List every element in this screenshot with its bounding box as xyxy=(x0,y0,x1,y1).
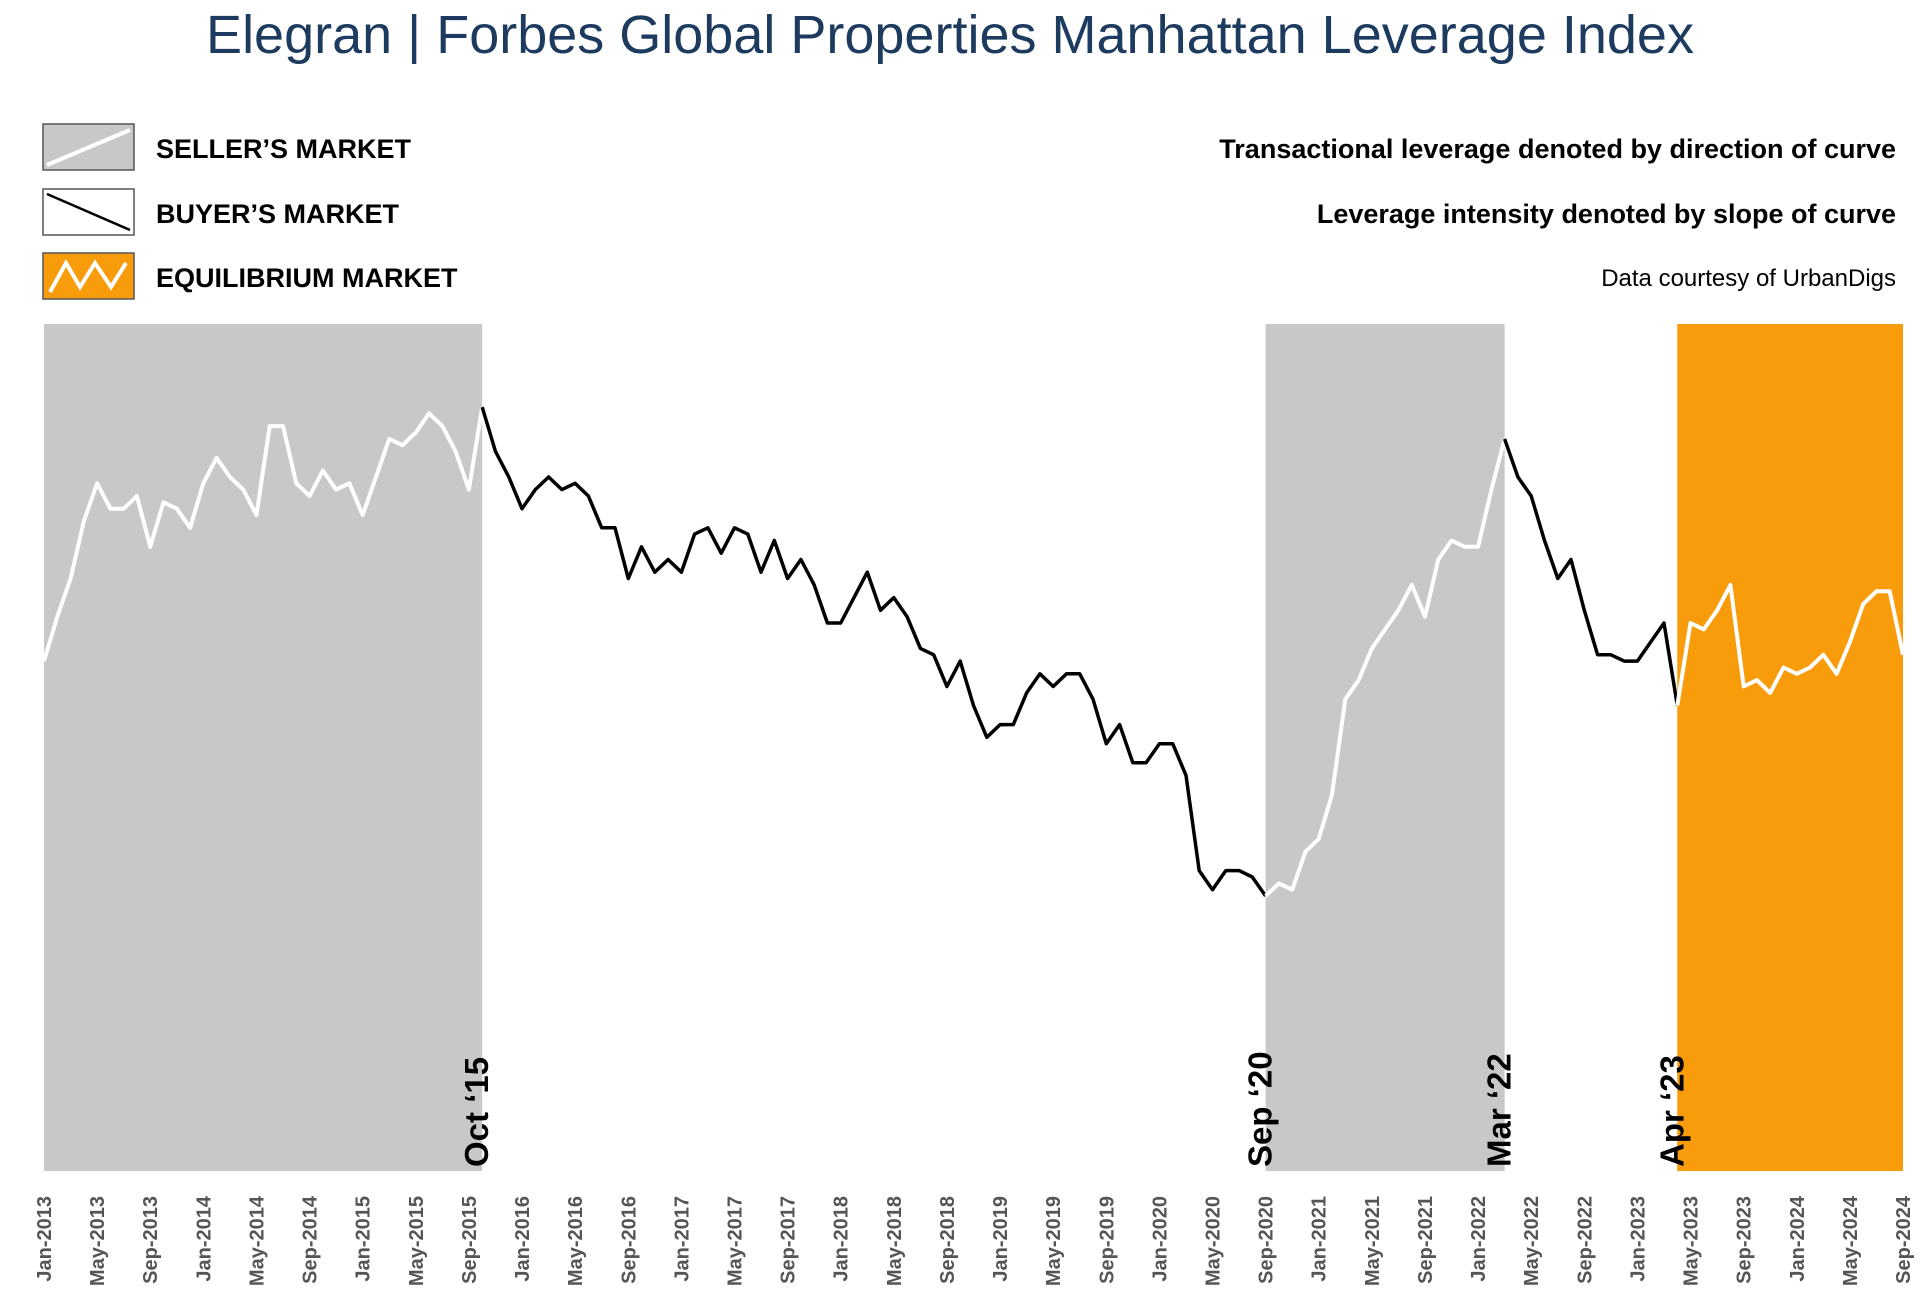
market-regions xyxy=(44,324,1903,1171)
event-label-3: Apr ‘23 xyxy=(1653,1055,1690,1167)
index-line xyxy=(42,406,1905,898)
legend-label-sellers: SELLER’S MARKET xyxy=(156,134,412,164)
x-tick-label: May-2020 xyxy=(1203,1196,1225,1286)
chart-notes: Transactional leverage denoted by direct… xyxy=(1219,134,1896,292)
x-tick-label: May-2014 xyxy=(246,1195,268,1286)
x-tick-label: May-2024 xyxy=(1840,1195,1862,1286)
seller-region-0 xyxy=(44,324,483,1171)
x-tick-label: Sep-2019 xyxy=(1096,1196,1118,1284)
x-tick-label: Sep-2023 xyxy=(1734,1196,1756,1284)
x-tick-label: Sep-2024 xyxy=(1893,1195,1915,1284)
x-tick-label: May-2017 xyxy=(724,1196,746,1286)
rising-line-icon xyxy=(46,128,131,167)
legend-item-sellers-market: SELLER’S MARKET xyxy=(42,123,412,171)
x-tick-label: May-2015 xyxy=(406,1196,428,1286)
x-tick-label: May-2013 xyxy=(87,1196,109,1286)
x-tick-label: Jan-2016 xyxy=(512,1196,534,1282)
x-tick-label: May-2016 xyxy=(565,1196,587,1286)
x-tick-label: Jan-2021 xyxy=(1309,1196,1331,1282)
buyer-line-segment-1 xyxy=(480,406,1268,898)
x-tick-label: May-2018 xyxy=(884,1196,906,1286)
x-axis-ticks: Jan-2013 May-2013 Sep-2013 Jan-2014 May-2014… xyxy=(34,1195,1915,1286)
seller-line-segment-2 xyxy=(1264,438,1507,898)
x-tick-label: Sep-2015 xyxy=(459,1196,481,1284)
note-slope: Leverage intensity denoted by slope of c… xyxy=(1317,199,1896,229)
x-tick-label: Jan-2013 xyxy=(34,1196,56,1282)
equilibrium-line-segment-4 xyxy=(1675,582,1905,706)
x-tick-label: Jan-2017 xyxy=(671,1196,693,1282)
x-tick-label: May-2019 xyxy=(1043,1196,1065,1286)
x-tick-label: Sep-2021 xyxy=(1415,1196,1437,1284)
x-tick-label: May-2023 xyxy=(1681,1196,1703,1286)
x-tick-label: Sep-2017 xyxy=(778,1196,800,1284)
x-tick-label: May-2022 xyxy=(1521,1196,1543,1286)
seller-region-2 xyxy=(1265,324,1505,1171)
x-tick-label: Jan-2024 xyxy=(1787,1195,1809,1281)
x-tick-label: May-2021 xyxy=(1362,1196,1384,1286)
x-tick-label: Sep-2018 xyxy=(937,1196,959,1284)
legend-item-buyers-market: BUYER’S MARKET xyxy=(42,188,400,236)
x-tick-label: Sep-2022 xyxy=(1574,1196,1596,1284)
legend-label-buyers: BUYER’S MARKET xyxy=(156,199,400,229)
legend: SELLER’S MARKET BUYER’S MARKET EQUILIBRI… xyxy=(42,123,458,300)
legend-label-equilibrium: EQUILIBRIUM MARKET xyxy=(156,263,458,293)
x-tick-label: Jan-2022 xyxy=(1468,1196,1490,1282)
x-tick-label: Jan-2023 xyxy=(1627,1196,1649,1282)
event-label-0: Oct ‘15 xyxy=(458,1057,495,1167)
event-labels: Oct ‘15 Sep ‘20 Mar ‘22 Apr ‘23 xyxy=(458,1051,1690,1167)
event-label-1: Sep ‘20 xyxy=(1242,1051,1279,1167)
x-tick-label: Sep-2013 xyxy=(140,1196,162,1284)
falling-line-icon xyxy=(46,192,131,232)
event-label-2: Mar ‘22 xyxy=(1481,1053,1518,1167)
x-tick-label: Jan-2014 xyxy=(193,1195,215,1281)
note-direction: Transactional leverage denoted by direct… xyxy=(1219,134,1896,164)
seller-line-segment-0 xyxy=(42,406,485,662)
note-data-source: Data courtesy of UrbanDigs xyxy=(1601,265,1896,292)
equilibrium-region-4 xyxy=(1677,324,1903,1171)
legend-item-equilibrium-market: EQUILIBRIUM MARKET xyxy=(42,252,458,300)
buyer-line-segment-3 xyxy=(1502,438,1680,706)
x-tick-label: Jan-2020 xyxy=(1149,1196,1171,1282)
x-tick-label: Jan-2018 xyxy=(831,1196,853,1282)
x-tick-label: Sep-2014 xyxy=(300,1195,322,1284)
x-tick-label: Sep-2016 xyxy=(618,1196,640,1284)
x-tick-label: Jan-2019 xyxy=(990,1196,1012,1282)
page-title: Elegran | Forbes Global Properties Manha… xyxy=(206,5,1694,65)
x-tick-label: Jan-2015 xyxy=(353,1196,375,1282)
x-tick-label: Sep-2020 xyxy=(1256,1196,1278,1284)
zigzag-line-icon xyxy=(48,258,128,293)
